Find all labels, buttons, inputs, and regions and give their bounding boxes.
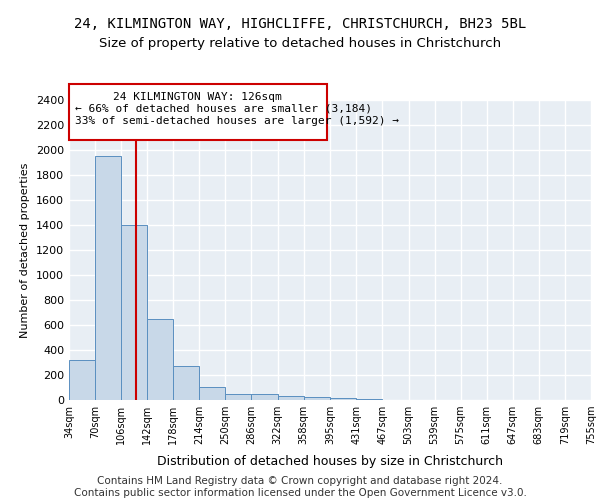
Bar (331, 398, 356, 400)
Bar (304, 397, 329, 400)
Bar (278, 396, 304, 400)
Y-axis label: Number of detached properties: Number of detached properties (20, 162, 31, 338)
Bar (69, 360, 95, 400)
Bar (173, 366, 199, 400)
Bar (226, 394, 251, 400)
Bar (199, 387, 226, 400)
Text: Contains HM Land Registry data © Crown copyright and database right 2024.
Contai: Contains HM Land Registry data © Crown c… (74, 476, 526, 498)
FancyBboxPatch shape (69, 84, 327, 140)
Bar (251, 394, 278, 400)
Text: 24 KILMINGTON WAY: 126sqm: 24 KILMINGTON WAY: 126sqm (113, 92, 282, 102)
Text: ← 66% of detached houses are smaller (3,184): ← 66% of detached houses are smaller (3,… (75, 104, 372, 114)
Bar (147, 319, 173, 400)
X-axis label: Distribution of detached houses by size in Christchurch: Distribution of detached houses by size … (157, 456, 503, 468)
Text: 24, KILMINGTON WAY, HIGHCLIFFE, CHRISTCHURCH, BH23 5BL: 24, KILMINGTON WAY, HIGHCLIFFE, CHRISTCH… (74, 18, 526, 32)
Text: Size of property relative to detached houses in Christchurch: Size of property relative to detached ho… (99, 38, 501, 51)
Bar (95, 156, 121, 400)
Text: 33% of semi-detached houses are larger (1,592) →: 33% of semi-detached houses are larger (… (75, 116, 399, 126)
Bar (121, 225, 147, 400)
